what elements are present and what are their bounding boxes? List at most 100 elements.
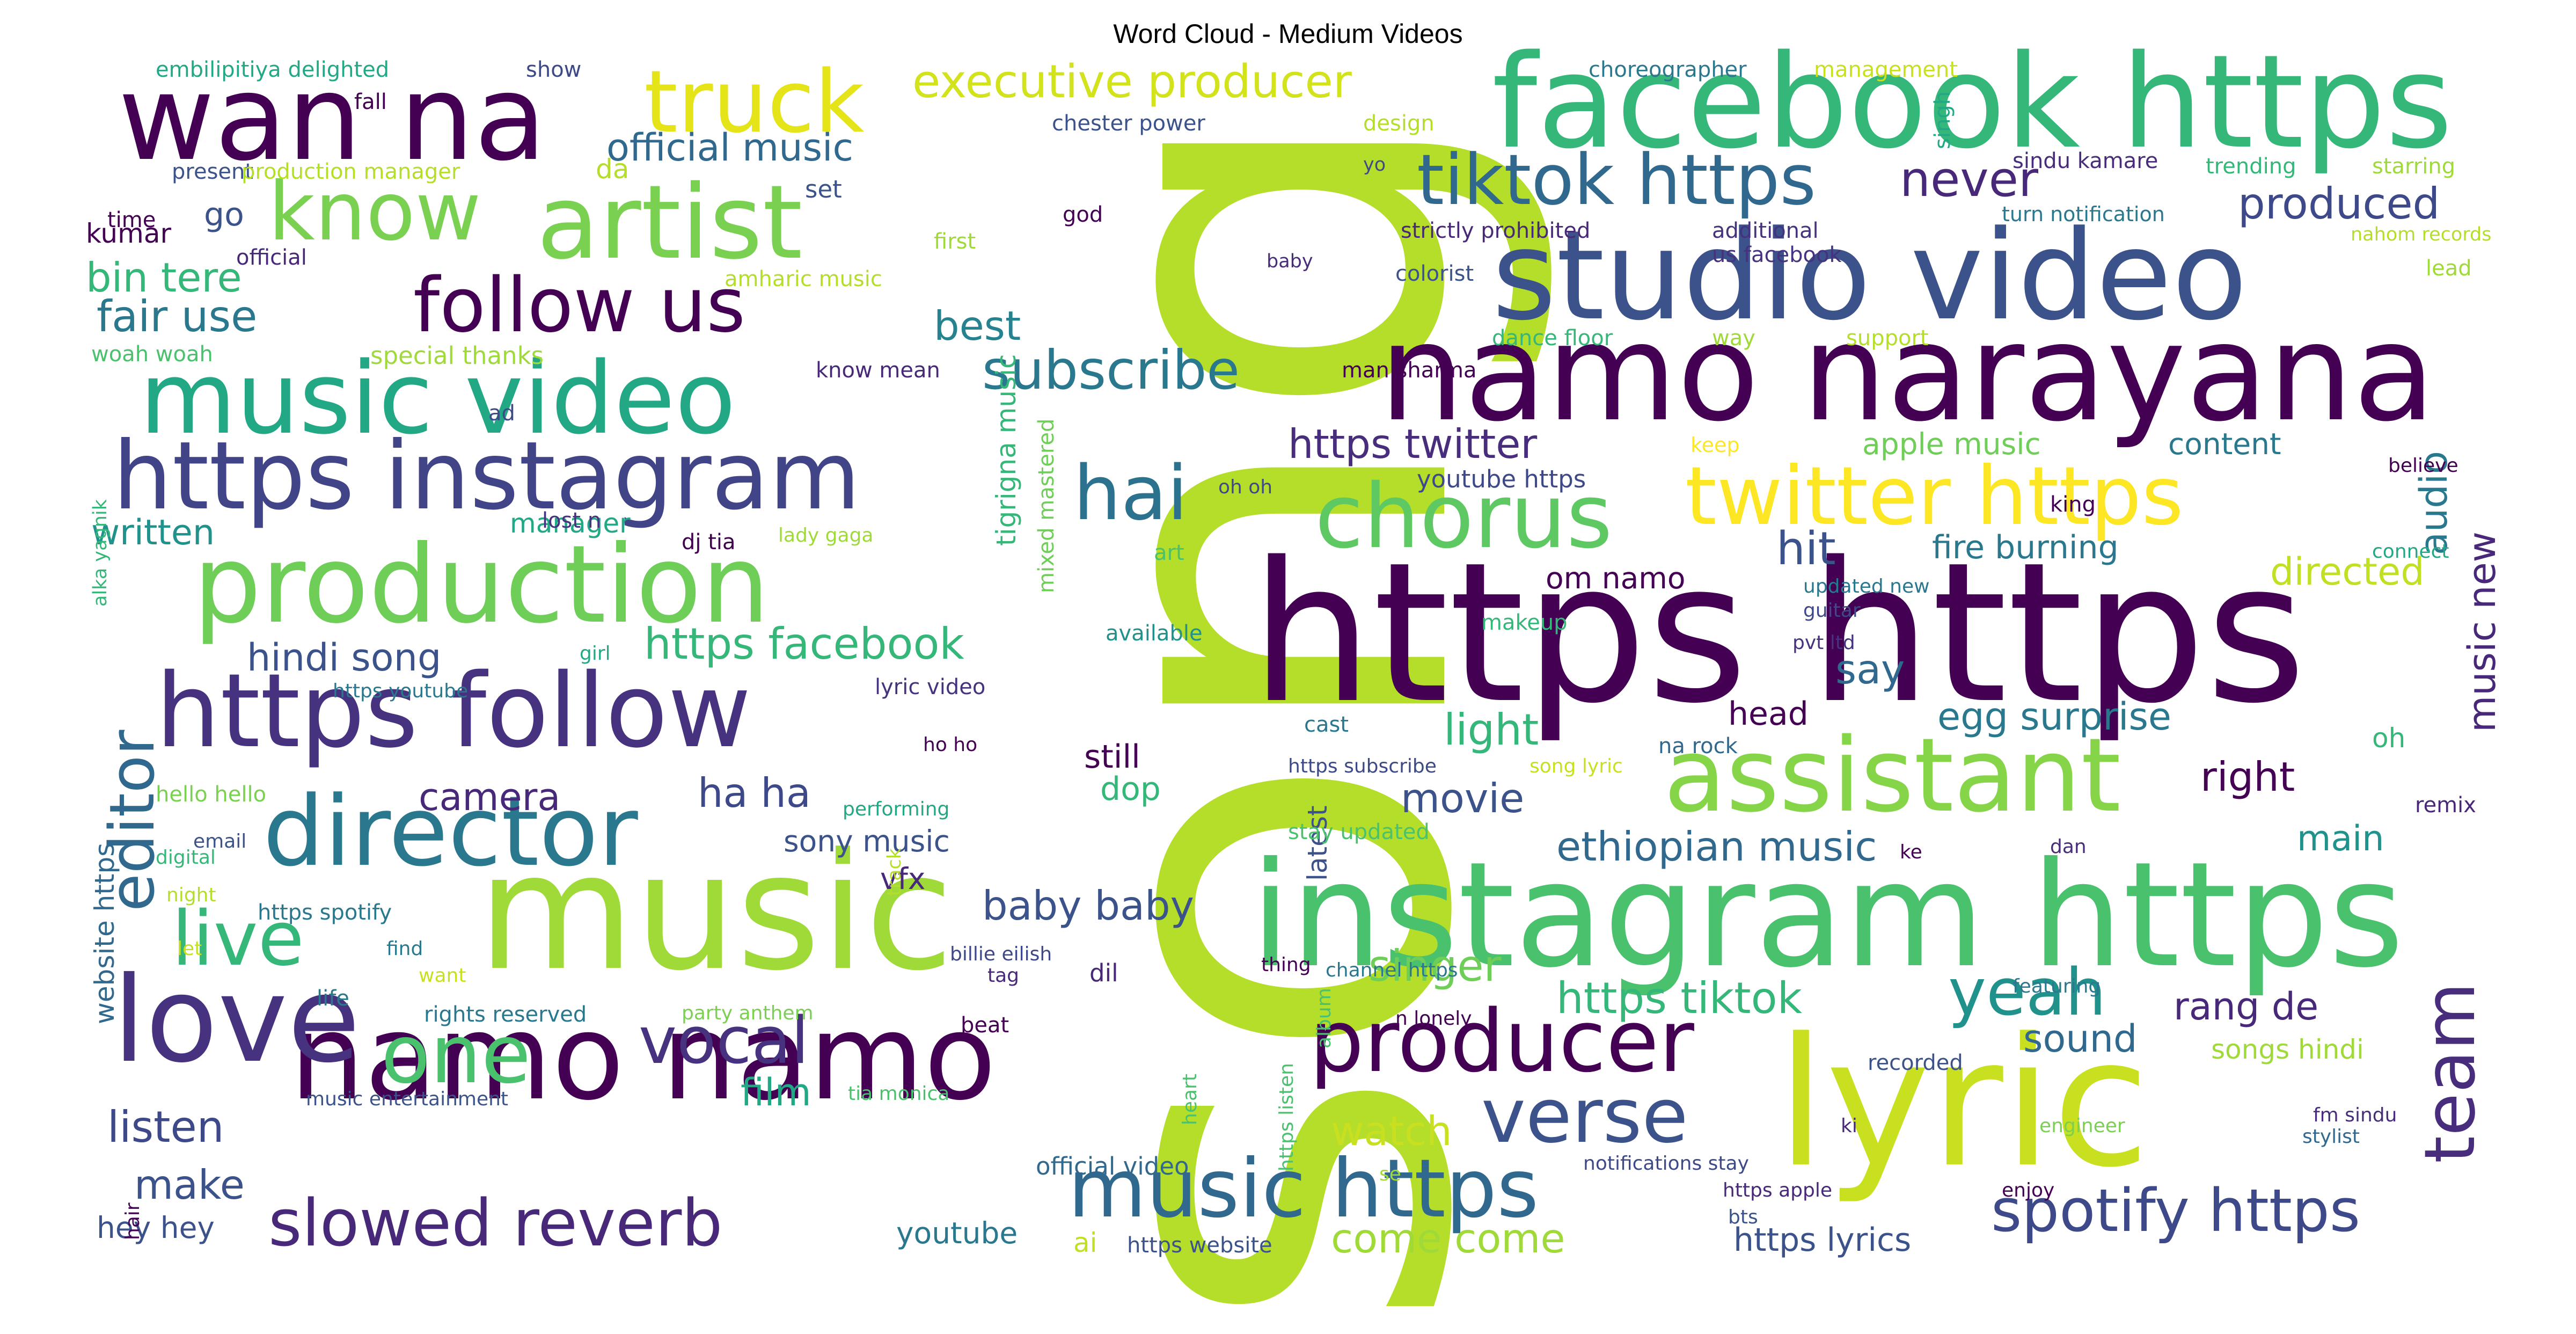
word-chester-power: chester power <box>1052 111 1205 136</box>
word-youtube-https: youtube https <box>1417 465 1586 493</box>
word-content: content <box>2168 427 2281 461</box>
word-cloud: song https https instagram https lyric namo … <box>86 27 2504 1334</box>
word-let: let <box>177 938 202 960</box>
word-tiktok-https: tiktok https <box>1417 139 1817 221</box>
word-way: way <box>1712 326 1755 351</box>
word-camera: camera <box>419 775 561 819</box>
word-keep: keep <box>1690 433 1740 457</box>
word-god: god <box>1063 202 1103 227</box>
word-guitar: guitar <box>1803 600 1861 622</box>
word-want: want <box>419 965 466 987</box>
word-still: still <box>1084 738 1140 776</box>
word-updated-new: updated new <box>1803 575 1930 597</box>
word-namo-namo: namo namo <box>290 989 997 1126</box>
word-featuring: featuring <box>2012 975 2101 997</box>
word-baby: baby <box>1267 251 1313 272</box>
word-recorded: recorded <box>1868 1051 1963 1075</box>
word-om-namo: om namo <box>1546 561 1686 595</box>
word-girl: girl <box>580 643 611 665</box>
word-embilipitiya-delighted: embilipitiya delighted <box>156 57 390 82</box>
word-album: album <box>1313 988 1335 1048</box>
word-facebook-https: facebook https <box>1492 27 2453 177</box>
word-available: available <box>1106 621 1203 646</box>
word-twitter-https: twitter https <box>1685 450 2184 543</box>
word-kumar: kumar <box>86 218 172 249</box>
word-hai: hai <box>1073 450 1188 537</box>
word-assistant: assistant <box>1664 716 2121 835</box>
word-studio-video: studio video <box>1492 205 2248 348</box>
word-official-music: official music <box>606 126 853 170</box>
word-rang-de: rang de <box>2174 985 2319 1029</box>
word-additional: additional <box>1712 218 1819 243</box>
word-ai: ai <box>1073 1227 1097 1258</box>
word-heart: heart <box>1179 1074 1201 1125</box>
word-rights-reserved: rights reserved <box>424 1002 587 1027</box>
word-tia-monica: tia monica <box>848 1083 950 1105</box>
word-best: best <box>934 302 1021 349</box>
word-follow-us: follow us <box>413 262 746 349</box>
word-music-https: music https <box>1068 1142 1539 1236</box>
word-live: live <box>172 895 304 983</box>
word-support: support <box>1846 326 1929 351</box>
word-oh: oh <box>2372 723 2406 754</box>
word-channel-https: channel https <box>1326 959 1458 981</box>
word-https-tiktok: https tiktok <box>1556 973 1802 1023</box>
word-https-website: https website <box>1127 1233 1272 1258</box>
word-lyric-video: lyric video <box>875 675 986 699</box>
word-dj-tia: dj tia <box>682 530 736 555</box>
word-https-apple: https apple <box>1723 1179 1833 1201</box>
word-hair: hair <box>122 1202 144 1240</box>
word-billie-eilish: billie eilish <box>950 943 1052 965</box>
word-lady-gaga: lady gaga <box>778 524 874 546</box>
word-se: se <box>1379 1163 1401 1185</box>
word-music-video: music video <box>140 340 736 456</box>
word-n-lonely: n lonely <box>1395 1008 1472 1030</box>
word-right: right <box>2200 753 2295 800</box>
word-fire-burning: fire burning <box>1932 529 2119 566</box>
word-present: present <box>172 159 254 184</box>
word-one: one <box>381 1008 531 1102</box>
word-bin-tere: bin tere <box>86 254 242 301</box>
word-head: head <box>1728 695 1809 733</box>
word-time: time <box>107 208 156 232</box>
word-bts: bts <box>1728 1206 1758 1228</box>
word-executive-producer: executive producer <box>912 55 1352 108</box>
word-amharic-music: amharic music <box>724 267 882 291</box>
word-dan: dan <box>2050 836 2087 858</box>
word-find: find <box>386 938 423 960</box>
word-strictly-prohibited: strictly prohibited <box>1401 218 1591 243</box>
word-egg-surprise: egg surprise <box>1937 695 2171 739</box>
word-pvt-ltd: pvt ltd <box>1792 632 1855 654</box>
word-sindu-kamare: sindu kamare <box>2012 149 2158 173</box>
chart-title: Word Cloud - Medium Videos <box>1113 19 1463 49</box>
word-official-video: official video <box>1036 1152 1189 1180</box>
word-https-listen: https listen <box>1276 1063 1298 1171</box>
word-tigrigna-music: tigrigna music <box>991 354 1022 546</box>
word-namo-narayana: namo narayana <box>1379 295 2436 451</box>
word-directed: directed <box>2270 550 2425 594</box>
word-ad: ad <box>488 401 515 426</box>
word-never: never <box>1900 151 2039 208</box>
word-instagram-https: instagram https <box>1250 830 2404 1000</box>
word-show: show <box>526 57 582 82</box>
word-love: love <box>113 951 361 1089</box>
word-mixed-mastered: mixed mastered <box>1034 418 1059 593</box>
word-https-subscribe: https subscribe <box>1288 755 1437 777</box>
word-vocal: vocal <box>639 1004 809 1078</box>
word-life: life <box>317 986 349 1011</box>
word-watch: watch <box>1331 1107 1452 1155</box>
word-music-entertainment: music entertainment <box>306 1088 509 1110</box>
word-baby-baby: baby baby <box>982 882 1194 929</box>
word-makeup: makeup <box>1481 610 1568 635</box>
word-thing: thing <box>1261 954 1311 976</box>
word-management: management <box>1814 57 1958 82</box>
word-verse: verse <box>1481 1073 1688 1160</box>
word-sony-music: sony music <box>784 824 950 858</box>
word-say: say <box>1835 646 1905 693</box>
word-na-rock: na rock <box>1658 734 1738 759</box>
word-song-lyric: song lyric <box>1529 755 1623 777</box>
word-oh-oh: oh oh <box>1218 476 1273 498</box>
word-da: da <box>596 154 630 185</box>
word-sound: sound <box>2023 1017 2138 1061</box>
word-yo: yo <box>1363 154 1386 176</box>
